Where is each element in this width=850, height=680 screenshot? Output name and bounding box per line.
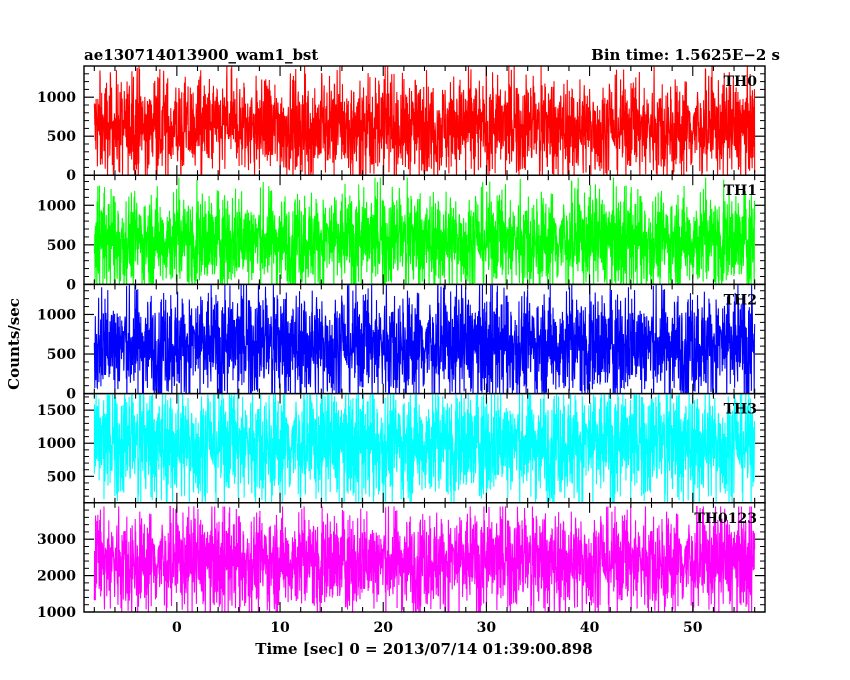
y-tick-label-th0123: 1000: [37, 605, 76, 621]
x-tick-label: 10: [270, 620, 290, 636]
series-label-th1: TH1: [724, 183, 757, 199]
y-tick-label-th1: 500: [47, 238, 76, 254]
panels-group: TH005001000TH105001000TH205001000TH35001…: [37, 65, 766, 636]
plot-title-right: Bin time: 1.5625E−2 s: [591, 46, 780, 64]
series-line-th0: [93, 66, 756, 176]
series-label-th3: TH3: [724, 402, 757, 418]
y-tick-label-th0: 1000: [37, 90, 76, 106]
y-tick-label-th1: 1000: [37, 198, 76, 214]
y-tick-label-th2: 1000: [37, 307, 76, 323]
plot-title-left: ae130714013900_wam1_bst: [84, 46, 318, 64]
y-tick-label-th3: 1500: [37, 403, 76, 419]
y-tick-label-th2: 500: [47, 347, 76, 363]
x-axis-title: Time [sec] 0 = 2013/07/14 01:39:00.898: [255, 640, 592, 658]
y-tick-label-th0: 0: [66, 168, 76, 184]
y-tick-label-th3: 1000: [37, 436, 76, 452]
series-line-th0123: [93, 505, 756, 612]
series-line-th1: [93, 177, 756, 285]
x-tick-label: 0: [172, 620, 182, 636]
series-line-th3: [93, 393, 756, 503]
series-label-th2: TH2: [724, 292, 757, 308]
y-tick-label-th0: 500: [47, 129, 76, 145]
series-label-th0: TH0: [724, 74, 758, 90]
y-tick-label-th2: 0: [66, 387, 76, 403]
x-tick-label: 30: [477, 620, 497, 636]
y-axis-title: Counts/sec: [5, 298, 23, 390]
y-tick-label-th0123: 2000: [37, 569, 76, 585]
series-label-th0123: TH0123: [694, 511, 757, 527]
series-line-th2: [93, 284, 756, 394]
x-tick-label: 50: [683, 620, 703, 636]
x-tick-label: 40: [580, 620, 600, 636]
y-tick-label-th3: 500: [47, 469, 76, 485]
y-tick-label-th0123: 3000: [37, 532, 76, 548]
y-tick-label-th1: 0: [66, 277, 76, 293]
x-tick-label: 20: [373, 620, 393, 636]
